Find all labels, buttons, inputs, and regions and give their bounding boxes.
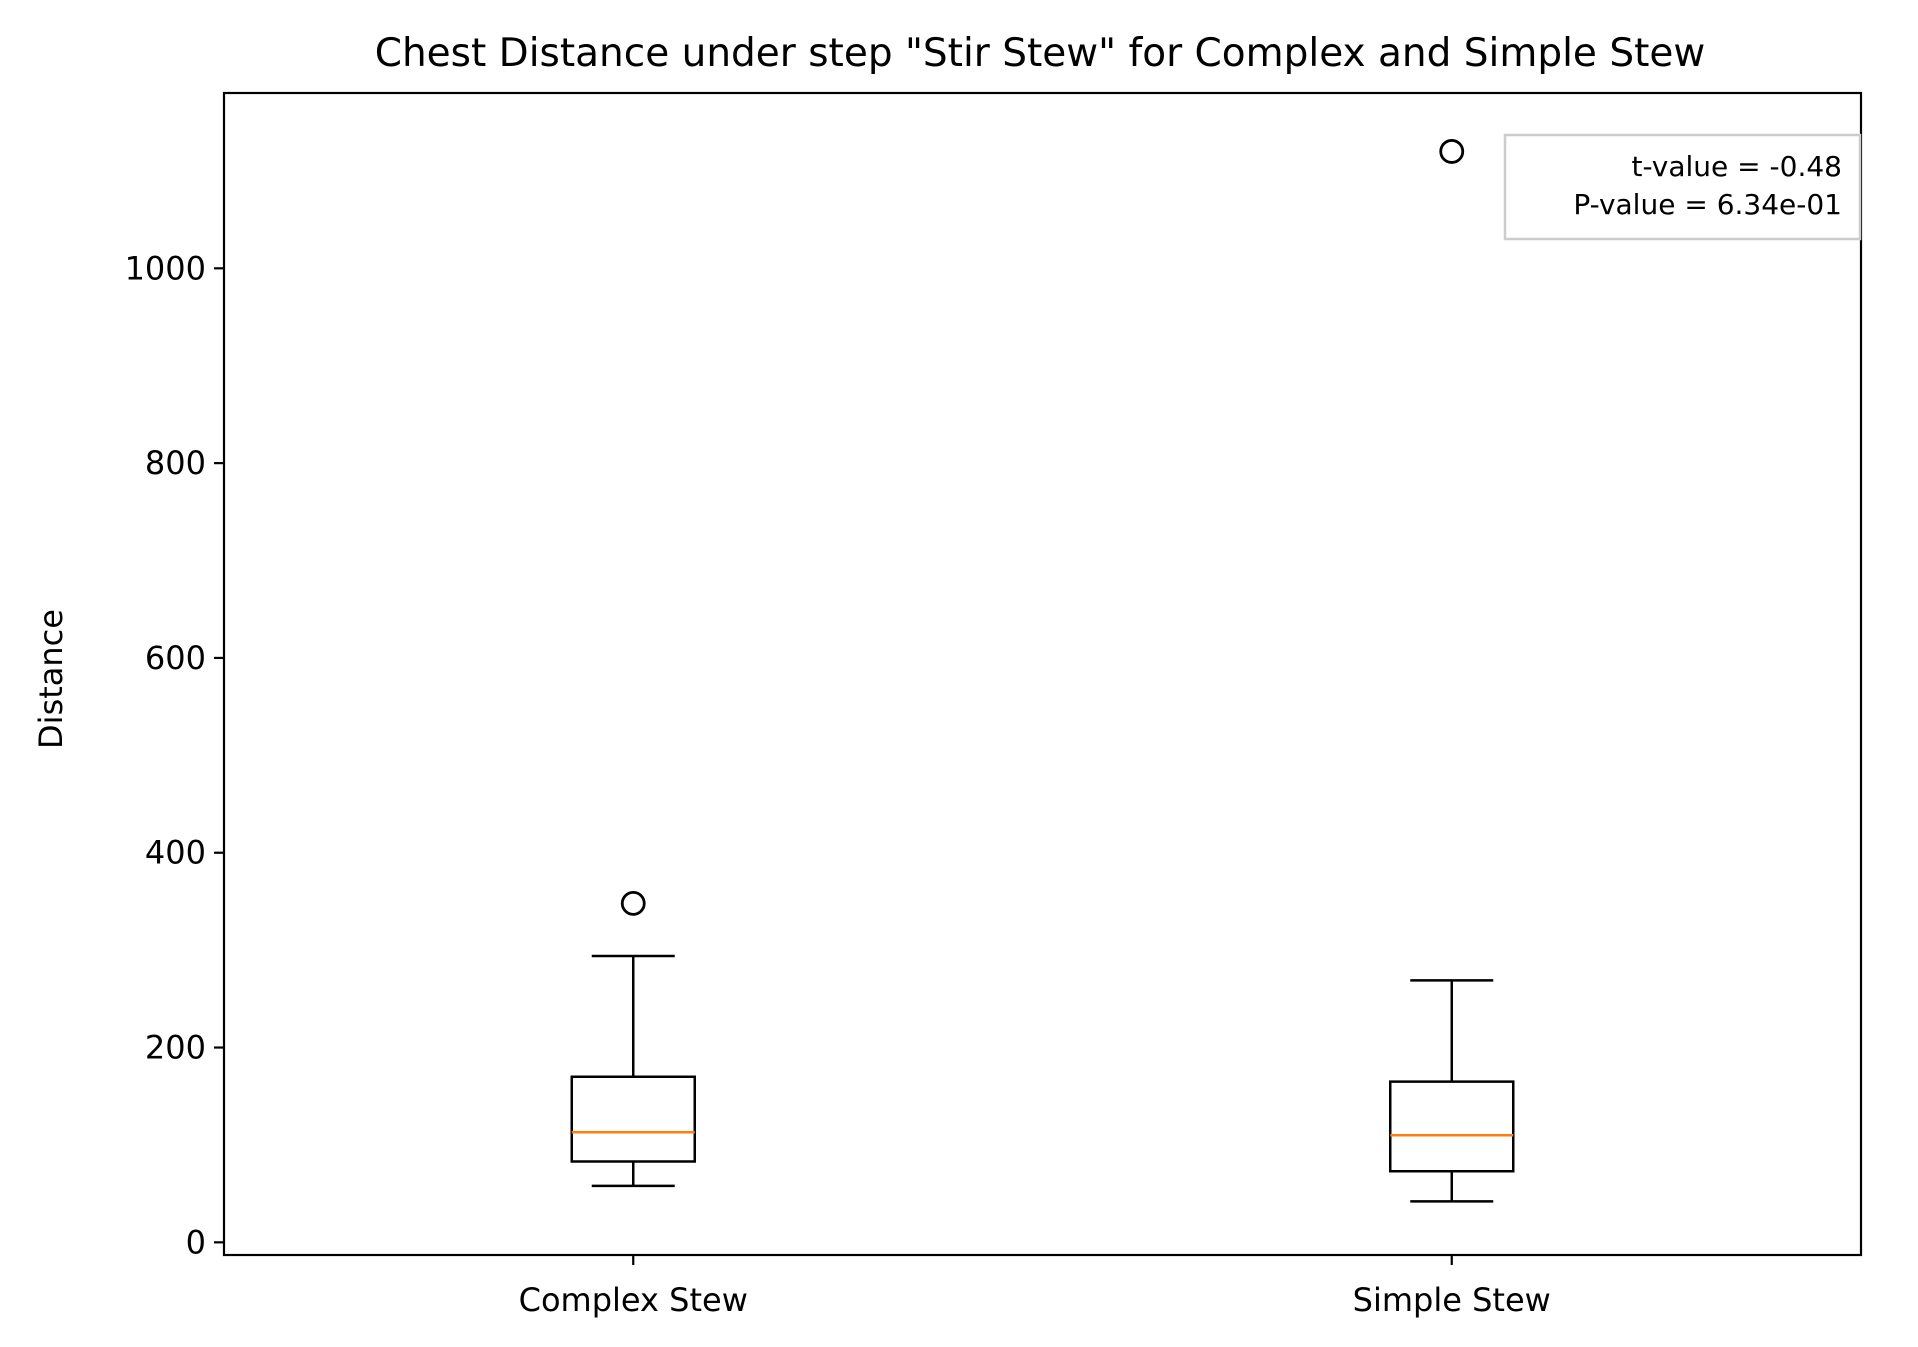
outlier-point <box>620 890 646 916</box>
y-tick-label: 1000 <box>125 249 206 287</box>
box-1 <box>570 890 696 1188</box>
y-tick-label: 800 <box>145 444 206 482</box>
boxes <box>570 139 1515 1203</box>
annotation-box <box>1503 133 1862 241</box>
stats-annotation: t-value = -0.48 P-value = 6.34e-01 <box>1503 133 1862 241</box>
iqr-box <box>1389 1080 1515 1173</box>
x-tick-label: Complex Stew <box>519 1281 748 1319</box>
y-tick-label: 200 <box>145 1029 206 1067</box>
plot-frame <box>222 91 1863 1257</box>
y-tick-label: 400 <box>145 834 206 872</box>
chart-title: Chest Distance under step "Stir Stew" fo… <box>375 31 1706 76</box>
box-2 <box>1389 139 1515 1203</box>
p-value-label: P-value = 6.34e-01 <box>1573 188 1842 221</box>
x-tick-label: Simple Stew <box>1353 1281 1551 1319</box>
x-axis-ticks: Complex Stew Simple Stew <box>519 1255 1551 1319</box>
t-value-label: t-value = -0.48 <box>1631 150 1842 183</box>
y-tick-label: 600 <box>145 639 206 677</box>
y-axis-ticks: 0 200 400 600 800 1000 <box>125 249 224 1261</box>
iqr-box <box>570 1075 696 1163</box>
y-tick-label: 0 <box>186 1223 206 1261</box>
y-axis-label: Distance <box>32 609 70 749</box>
outlier-point <box>1439 139 1465 164</box>
